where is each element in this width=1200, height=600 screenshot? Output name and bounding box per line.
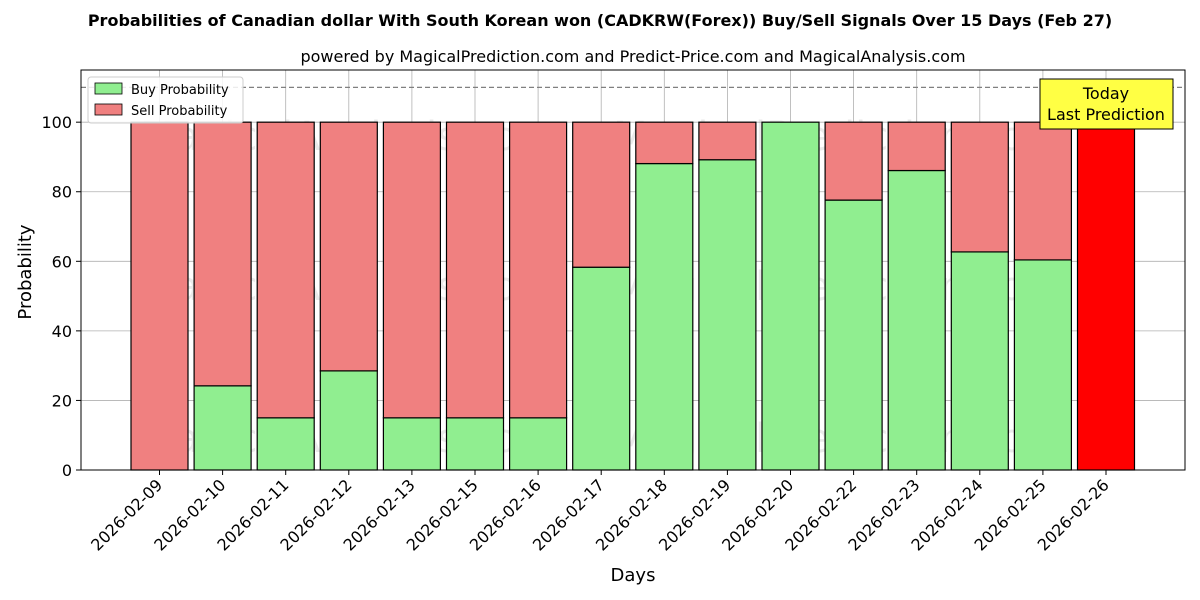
y-axis-ticks: 0 20 40 60 80 100 — [41, 113, 81, 480]
bar-buy — [635, 162, 694, 471]
bars — [130, 121, 1136, 471]
bar-buy — [319, 370, 378, 471]
bar-sell — [824, 121, 883, 201]
bar-sell — [130, 121, 189, 471]
bar-sell — [256, 121, 315, 419]
bar-buy — [887, 169, 946, 471]
bar-buy — [445, 417, 505, 471]
y-tick-label: 60 — [52, 252, 72, 271]
annotation-line-1: Today — [1082, 84, 1129, 103]
bar-sell — [950, 121, 1009, 253]
legend-label-buy: Buy Probability — [131, 83, 229, 98]
x-axis-label: Days — [611, 565, 656, 586]
y-tick-label: 100 — [41, 113, 72, 132]
chart-title: Probabilities of Canadian dollar With So… — [88, 11, 1112, 30]
bar-buy — [193, 385, 252, 471]
x-axis-ticks: 2026-02-092026-02-102026-02-112026-02-12… — [87, 470, 1113, 555]
bar-sell — [193, 121, 252, 387]
bar-sell — [1076, 121, 1136, 471]
bar-sell — [698, 121, 757, 161]
bar-sell — [572, 121, 631, 268]
bar-buy — [824, 199, 883, 471]
bar-sell — [382, 121, 441, 419]
bar-buy — [1013, 259, 1073, 471]
bar-sell — [445, 121, 505, 419]
legend-box — [87, 76, 244, 124]
y-tick-label: 80 — [52, 183, 72, 202]
bar-buy — [382, 417, 441, 471]
y-tick-label: 40 — [52, 322, 72, 341]
bar-sell — [635, 121, 694, 165]
bar-buy — [256, 417, 315, 471]
bar-buy — [950, 251, 1009, 471]
bar-buy — [698, 159, 757, 471]
today-annotation: Today Last Prediction — [1039, 78, 1174, 130]
annotation-line-2: Last Prediction — [1047, 105, 1165, 124]
legend: Buy Probability Sell Probability — [87, 76, 244, 124]
plot-frame — [80, 69, 1186, 471]
legend-label-sell: Sell Probability — [131, 104, 228, 119]
y-axis-label: Probability — [15, 224, 36, 319]
bar-sell — [509, 121, 568, 419]
bar-buy — [761, 121, 820, 471]
legend-swatch-buy — [94, 82, 123, 95]
legend-swatch-sell — [94, 103, 123, 116]
bar-sell — [887, 121, 946, 172]
annotation-box — [1039, 78, 1174, 130]
bar-buy — [572, 266, 631, 471]
bar-sell — [1013, 121, 1073, 261]
y-tick-label: 0 — [62, 461, 72, 480]
bar-sell — [319, 121, 378, 372]
y-tick-label: 20 — [52, 391, 72, 410]
chart-subtitle: powered by MagicalPrediction.com and Pre… — [300, 47, 965, 66]
bar-buy — [509, 417, 568, 471]
